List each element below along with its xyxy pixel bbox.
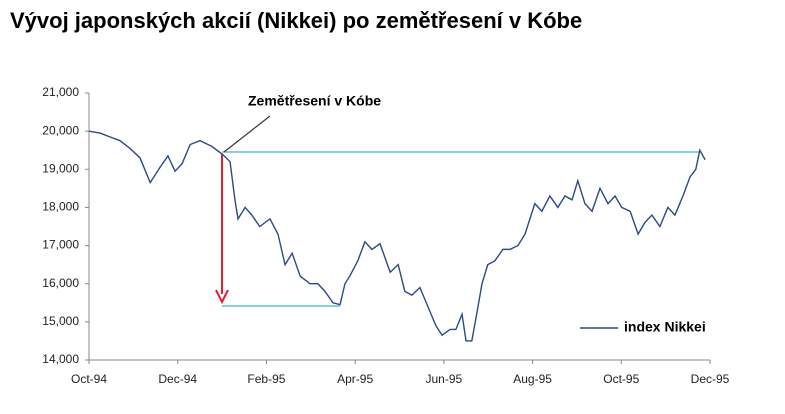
- x-tick-label: Aug-95: [513, 372, 552, 386]
- x-tick-label: Dec-95: [691, 372, 730, 386]
- y-tick-label: 15,000: [42, 314, 79, 328]
- x-tick-label: Jun-95: [426, 372, 463, 386]
- y-tick-label: 21,000: [42, 85, 79, 99]
- x-tick-label: Oct-94: [71, 372, 107, 386]
- x-tick-label: Oct-95: [603, 372, 639, 386]
- chart-title: Vývoj japonských akcií (Nikkei) po zemět…: [10, 8, 582, 33]
- y-tick-label: 19,000: [42, 161, 79, 175]
- y-tick-label: 18,000: [42, 200, 79, 214]
- y-tick-label: 16,000: [42, 276, 79, 290]
- y-tick-label: 20,000: [42, 123, 79, 137]
- y-tick-label: 17,000: [42, 238, 79, 252]
- drop-arrow-head: [215, 289, 229, 305]
- legend-label: index Nikkei: [624, 319, 706, 335]
- x-tick-label: Dec-94: [158, 372, 197, 386]
- annotation-leader: [223, 115, 271, 153]
- series-line: [88, 130, 706, 342]
- y-tick-label: 14,000: [42, 352, 79, 366]
- x-tick-label: Apr-95: [337, 372, 373, 386]
- x-tick-label: Feb-95: [247, 372, 285, 386]
- annotation: Zemětřesení v Kóbe: [248, 93, 381, 109]
